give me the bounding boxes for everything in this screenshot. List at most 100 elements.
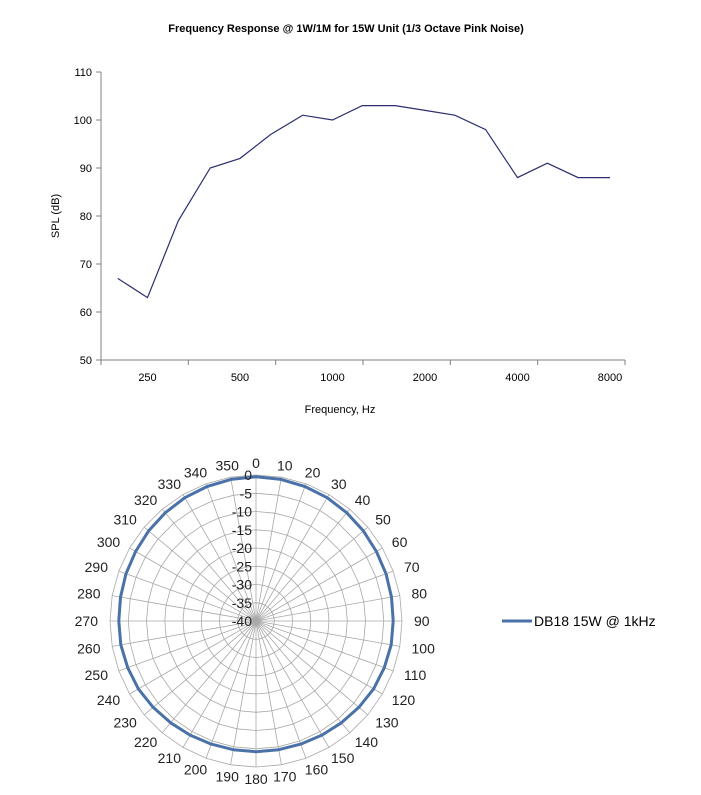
polar-grid-spoke — [255, 620, 282, 765]
polar-grid-spoke — [255, 547, 383, 622]
angle-tick-label: 140 — [355, 734, 379, 750]
polar-grid-spoke — [255, 620, 330, 748]
polar-grid-spoke — [205, 620, 257, 759]
polar-response-line — [117, 475, 395, 754]
chart-title: Frequency Response @ 1W/1M for 15W Unit … — [168, 23, 524, 35]
y-tick-label: 80 — [80, 211, 92, 223]
angle-tick-label: 90 — [414, 613, 430, 629]
polar-grid-spoke — [129, 547, 257, 622]
angle-tick-label: 160 — [305, 762, 329, 778]
y-tick-label: 50 — [80, 355, 92, 367]
polar-grid-spoke — [255, 620, 400, 647]
x-tick-label: 1000 — [320, 372, 344, 384]
y-tick-label: 60 — [80, 307, 92, 319]
polar-grid-spoke — [255, 620, 383, 695]
x-tick-label: 500 — [231, 372, 249, 384]
polar-grid-spoke — [118, 570, 257, 622]
angle-tick-label: 70 — [404, 559, 420, 575]
radial-tick-label: -25 — [232, 558, 252, 574]
angle-tick-label: 260 — [77, 640, 101, 656]
angle-tick-label: 240 — [97, 692, 121, 708]
polar-grid-spoke — [112, 595, 257, 622]
polar-grid-spoke — [118, 620, 257, 672]
angle-tick-label: 210 — [158, 750, 182, 766]
angle-tick-label: 200 — [184, 762, 208, 778]
polar-grid-spoke — [255, 620, 369, 716]
angle-tick-label: 170 — [273, 769, 297, 785]
polar-grid-spoke — [143, 620, 257, 716]
polar-grid-spoke — [182, 620, 257, 748]
angle-tick-label: 290 — [85, 559, 109, 575]
angle-tick-label: 50 — [375, 511, 391, 527]
y-tick-label: 110 — [74, 67, 92, 79]
polar-grid-spoke — [255, 620, 351, 734]
x-tick-label: 8000 — [598, 372, 622, 384]
frequency-response-line — [117, 104, 610, 299]
angle-tick-label: 250 — [85, 667, 109, 683]
angle-tick-label: 270 — [75, 613, 99, 629]
polar-grid-spoke — [182, 494, 257, 622]
angle-tick-label: 330 — [158, 476, 182, 492]
x-tick-label: 2000 — [413, 372, 437, 384]
polar-grid-spoke — [255, 620, 394, 672]
polar-grid-spoke — [255, 526, 369, 622]
polar-grid-spoke — [230, 620, 257, 765]
polar-grid-spoke — [143, 526, 257, 622]
angle-tick-label: 300 — [97, 534, 121, 550]
angle-tick-label: 220 — [134, 734, 158, 750]
legend-label: DB18 15W @ 1kHz — [534, 613, 656, 629]
angle-tick-label: 130 — [375, 715, 399, 731]
angle-tick-label: 150 — [331, 750, 355, 766]
x-tick-label: 250 — [138, 372, 156, 384]
angle-tick-label: 320 — [134, 492, 158, 508]
polar-grid-spoke — [230, 477, 257, 622]
angle-tick-label: 60 — [392, 534, 408, 550]
y-tick-label: 70 — [80, 259, 92, 271]
polar-grid-spoke — [255, 483, 307, 622]
y-tick-label: 100 — [74, 115, 92, 127]
angle-tick-label: 100 — [412, 640, 436, 656]
y-axis-label: SPL (dB) — [50, 194, 62, 238]
angle-tick-label: 120 — [392, 692, 416, 708]
x-axis-label: Frequency, Hz — [305, 404, 376, 416]
polar-grid-spoke — [255, 595, 400, 622]
angle-tick-label: 350 — [216, 457, 240, 473]
angle-tick-label: 0 — [252, 455, 260, 471]
angle-tick-label: 40 — [355, 492, 371, 508]
y-tick-label: 90 — [80, 163, 92, 175]
frequency-response-chart: Frequency Response @ 1W/1M for 15W Unit … — [50, 23, 626, 416]
radial-tick-label: -15 — [232, 522, 252, 538]
angle-tick-label: 30 — [331, 476, 347, 492]
angle-tick-label: 10 — [277, 457, 293, 473]
radial-tick-label: -10 — [232, 504, 252, 520]
radial-tick-label: -20 — [232, 540, 252, 556]
angle-tick-label: 280 — [77, 586, 101, 602]
radial-tick-label: -5 — [240, 485, 253, 501]
polar-grid-spoke — [255, 494, 330, 622]
polar-grid-spoke — [129, 620, 257, 695]
angle-tick-label: 20 — [305, 465, 321, 481]
angle-tick-label: 190 — [216, 769, 240, 785]
angle-tick-label: 80 — [412, 586, 428, 602]
radial-tick-label: 0 — [244, 467, 252, 483]
x-tick-label: 4000 — [505, 372, 529, 384]
angle-tick-label: 110 — [404, 667, 427, 683]
polar-grid-spoke — [255, 620, 307, 759]
polar-grid-spoke — [112, 620, 257, 647]
angle-tick-label: 180 — [244, 771, 268, 787]
polar-grid-spoke — [255, 477, 282, 622]
angle-tick-label: 230 — [113, 715, 137, 731]
angle-tick-label: 340 — [184, 465, 208, 481]
polar-grid-spoke — [255, 508, 351, 622]
polar-grid-spoke — [255, 570, 394, 622]
polar-grid-spoke — [205, 483, 257, 622]
radial-tick-label: -40 — [232, 613, 252, 629]
legend: DB18 15W @ 1kHz — [502, 613, 656, 629]
polar-grid-spoke — [161, 508, 257, 622]
radial-tick-label: -30 — [232, 577, 252, 593]
polar-grid-spoke — [161, 620, 257, 734]
radial-tick-label: -35 — [232, 595, 252, 611]
angle-tick-label: 310 — [113, 511, 137, 527]
